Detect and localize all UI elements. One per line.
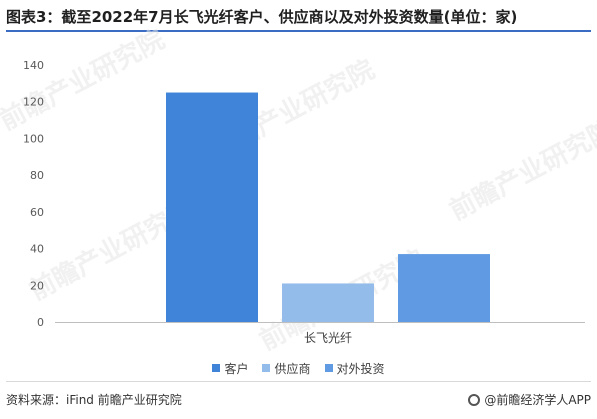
- brand-text: @前瞻经济学人APP: [484, 393, 591, 407]
- y-tick-label: 80: [30, 169, 44, 182]
- category-label: 长飞光纤: [304, 331, 352, 345]
- chart-title: 图表3：截至2022年7月长飞光纤客户、供应商以及对外投资数量(单位：家): [6, 8, 518, 26]
- y-tick-label: 120: [23, 96, 44, 109]
- bars: [166, 92, 490, 323]
- brand-logo-icon: [468, 393, 481, 406]
- y-tick-label: 20: [30, 279, 44, 292]
- legend-item: 对外投资: [324, 360, 385, 377]
- legend-label: 供应商: [274, 361, 311, 376]
- legend-label: 客户: [224, 361, 249, 376]
- legend: 客户 供应商 对外投资: [0, 360, 597, 376]
- bar-chart: 0 20 40 60 80 100 120 140 长飞光纤: [23, 59, 585, 345]
- legend-item: 客户: [212, 360, 248, 377]
- legend-swatch: [324, 364, 333, 372]
- y-tick-label: 40: [30, 243, 44, 256]
- category-labels: 长飞光纤: [304, 331, 352, 345]
- legend-label: 对外投资: [336, 361, 385, 376]
- y-tick-label: 140: [23, 59, 44, 72]
- y-tick-label: 0: [37, 316, 44, 329]
- footer-divider: [6, 381, 591, 382]
- bar-2: [282, 283, 374, 322]
- bar-3: [398, 254, 490, 322]
- bar-1: [166, 92, 258, 323]
- source-note: 资料来源：iFind 前瞻产业研究院: [6, 393, 182, 407]
- brand-mark: @前瞻经济学人APP: [468, 391, 591, 408]
- legend-swatch: [262, 364, 271, 372]
- y-axis: 0 20 40 60 80 100 120 140: [23, 59, 44, 329]
- title-underline: [6, 30, 591, 32]
- legend-swatch: [212, 364, 221, 372]
- y-tick-label: 60: [30, 206, 44, 219]
- legend-item: 供应商: [262, 360, 311, 377]
- y-tick-label: 100: [23, 132, 44, 145]
